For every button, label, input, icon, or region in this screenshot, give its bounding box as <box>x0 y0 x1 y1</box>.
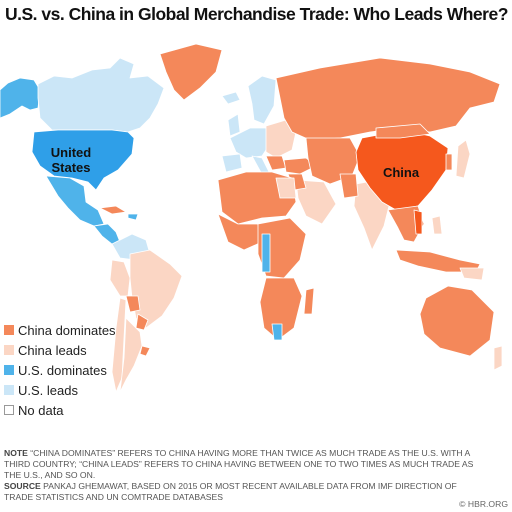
legend-item-no-data: No data <box>4 400 116 420</box>
region-canada <box>37 57 165 133</box>
region-peru <box>109 259 131 297</box>
region-chile <box>111 297 127 393</box>
map-label-us-line2: States <box>51 160 90 175</box>
legend-swatch <box>4 405 14 415</box>
region-japan <box>455 139 471 179</box>
region-bolivia <box>125 295 141 313</box>
region-egypt <box>275 177 297 199</box>
region-uruguay <box>139 345 151 357</box>
region-argentina <box>119 317 143 393</box>
region-russia <box>275 57 501 141</box>
region-uk <box>227 113 241 137</box>
region-paraguay <box>135 313 149 331</box>
region-turkey <box>283 157 317 175</box>
world-map: United States China <box>0 43 503 393</box>
region-central-america <box>93 223 121 245</box>
region-caribbean-east <box>127 213 139 221</box>
legend-label: No data <box>18 402 64 418</box>
legend-label: China leads <box>18 342 87 358</box>
source-text: PANKAJ GHEMAWAT, BASED ON 2015 OR MOST R… <box>4 481 457 502</box>
note-label: NOTE <box>4 448 28 458</box>
region-united-states <box>31 129 135 191</box>
region-iceland <box>221 91 241 105</box>
page-title: U.S. vs. China in Global Merchandise Tra… <box>5 4 508 24</box>
map-label-us-line1: United <box>51 145 92 160</box>
region-mozambique <box>271 323 283 341</box>
region-balkans <box>265 155 287 171</box>
region-east-africa-us <box>261 233 271 273</box>
region-iberia <box>221 153 243 173</box>
region-scandinavia <box>247 75 277 125</box>
region-caribbean <box>99 205 127 215</box>
legend-swatch <box>4 385 14 395</box>
legend: China dominates China leads U.S. dominat… <box>4 320 116 420</box>
region-north-africa <box>217 171 297 225</box>
note-text: “CHINA DOMINATES” REFERS TO CHINA HAVING… <box>4 448 474 480</box>
region-new-zealand <box>493 345 503 371</box>
legend-item-us-dominates: U.S. dominates <box>4 360 116 380</box>
legend-swatch <box>4 325 14 335</box>
region-vietnam <box>413 209 423 235</box>
legend-swatch <box>4 345 14 355</box>
legend-item-china-dominates: China dominates <box>4 320 116 340</box>
legend-label: U.S. dominates <box>18 362 107 378</box>
map-label-china: China <box>383 165 420 180</box>
legend-label: China dominates <box>18 322 116 338</box>
region-southern-africa <box>259 277 303 341</box>
source-label: SOURCE <box>4 481 41 491</box>
credit: © HBR.ORG <box>459 499 508 509</box>
region-philippines <box>431 215 443 235</box>
region-pakistan <box>339 173 359 199</box>
region-madagascar <box>303 287 315 315</box>
legend-item-us-leads: U.S. leads <box>4 380 116 400</box>
region-australia <box>419 285 495 357</box>
legend-swatch <box>4 365 14 375</box>
footnote: NOTE “CHINA DOMINATES” REFERS TO CHINA H… <box>4 448 474 503</box>
region-greenland <box>159 43 223 101</box>
region-arabia <box>295 179 337 225</box>
legend-label: U.S. leads <box>18 382 78 398</box>
region-brazil <box>129 249 183 329</box>
region-mongolia <box>375 123 431 139</box>
region-mexico <box>45 175 105 227</box>
region-papua <box>459 267 485 281</box>
region-korea <box>445 153 453 171</box>
legend-item-china-leads: China leads <box>4 340 116 360</box>
region-alaska <box>0 77 41 119</box>
